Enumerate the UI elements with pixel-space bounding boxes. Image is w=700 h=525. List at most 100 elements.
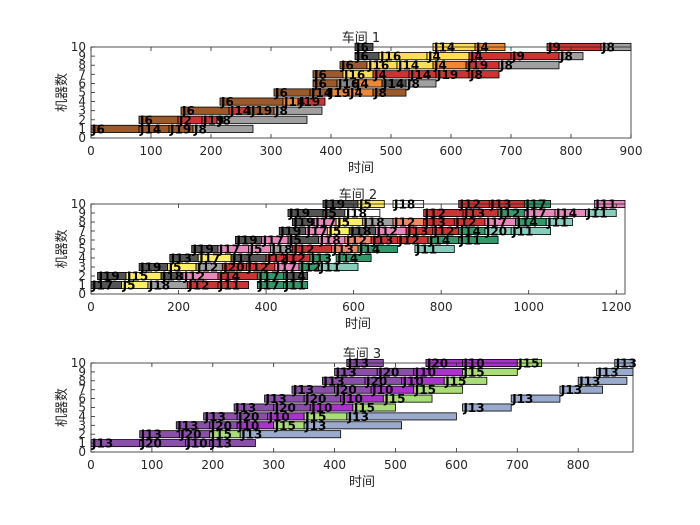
y-tick-label: 10	[71, 197, 86, 211]
y-tick-label: 4	[78, 409, 86, 423]
x-tick-label: 600	[342, 300, 365, 314]
gantt-bar	[462, 403, 512, 412]
y-tick-label: 10	[71, 356, 86, 370]
bar-label: J12	[266, 252, 288, 266]
x-tick-label: 800	[430, 300, 453, 314]
bar-label: J20	[140, 437, 162, 451]
bar-label: J5	[288, 234, 302, 248]
x-tick-label: 800	[567, 458, 590, 472]
x-tick-label: 500	[384, 458, 407, 472]
bar-label: J17	[305, 225, 327, 239]
bar-label: J12	[246, 261, 268, 275]
bar-label: J19	[323, 198, 345, 212]
bar-label: J14	[218, 270, 240, 284]
y-tick-label: 0	[78, 131, 86, 145]
bar-label: J13	[462, 401, 484, 415]
gantt-bar	[510, 226, 551, 235]
x-tick-label: 600	[445, 458, 468, 472]
bar-label: J8	[469, 68, 483, 82]
bar-label: J11	[594, 198, 616, 212]
chart-title: 车间 1	[342, 30, 380, 46]
bar-label: J6	[313, 68, 327, 82]
bar-label: J12	[393, 216, 415, 230]
bar-label: J14	[433, 41, 455, 55]
y-axis-label: 机器数	[55, 229, 70, 268]
bar-label: J16	[343, 68, 365, 82]
gantt-bar	[382, 394, 433, 403]
bar-label: J4	[373, 68, 387, 82]
bar-label: J8	[274, 104, 288, 118]
x-tick-label: 700	[506, 458, 529, 472]
bar-label: J10	[237, 419, 259, 433]
y-tick-label: 6	[78, 392, 86, 406]
y-tick-label: 9	[78, 206, 86, 220]
bar-label: J6	[139, 113, 153, 127]
bar-label: J4	[475, 41, 489, 55]
gantt-bar	[192, 124, 254, 133]
x-axis-label: 时间	[345, 317, 371, 332]
x-tick-label: 0	[87, 458, 95, 472]
bar-label: J12	[183, 270, 205, 284]
bar-label: J20	[365, 374, 387, 388]
bar-label: J14	[555, 207, 577, 221]
x-tick-label: 500	[380, 144, 403, 158]
bar-label: J14	[139, 122, 161, 136]
bar-label: J12	[345, 234, 367, 248]
y-tick-label: 7	[78, 224, 86, 238]
chart-title: 车间 2	[339, 187, 377, 203]
bar-label: J13	[210, 437, 232, 451]
bar-label: J13	[596, 365, 618, 379]
bar-label: J11	[319, 261, 341, 275]
y-tick-label: 6	[78, 233, 86, 247]
bar-label: J8	[217, 113, 231, 127]
bar-label: J10	[414, 365, 436, 379]
y-tick-label: 1	[78, 436, 86, 450]
y-tick-label: 7	[78, 383, 86, 397]
bar-label: J15	[274, 419, 296, 433]
bar-label: J2	[178, 113, 192, 127]
bar-label: J5	[249, 243, 263, 257]
x-tick-label: 200	[167, 300, 190, 314]
bar-label: J13	[292, 383, 314, 397]
bar-label: J20	[485, 225, 507, 239]
bar-label: J15	[210, 428, 232, 442]
bar-label: J6	[355, 41, 369, 55]
bar-label: J14	[283, 95, 305, 109]
bar-label: J10	[268, 410, 290, 424]
y-tick-label: 8	[78, 58, 86, 72]
gantt-bar	[346, 412, 457, 421]
bar-label: J13	[140, 428, 162, 442]
x-axis-label: 时间	[349, 475, 375, 490]
bar-label: J13	[463, 207, 485, 221]
gantt-bar	[414, 244, 455, 253]
bar-label: J17	[524, 207, 546, 221]
bar-label: J12	[459, 198, 481, 212]
bar-label: J12	[432, 225, 454, 239]
gantt-bar	[510, 394, 561, 403]
y-tick-label: 3	[78, 104, 86, 118]
bar-label: J15	[383, 392, 405, 406]
y-tick-label: 4	[78, 251, 86, 265]
bar-label: J11	[231, 252, 253, 266]
bar-label: J4	[349, 86, 363, 100]
x-axis-label: 时间	[348, 161, 374, 176]
bar-label: J18	[349, 225, 371, 239]
bar-label: J13	[347, 357, 369, 371]
bar-label: J20	[237, 410, 259, 424]
y-axis-label: 机器数	[55, 388, 70, 427]
bar-label: J18	[345, 207, 367, 221]
gantt-bar	[458, 235, 499, 244]
bar-label: J20	[222, 261, 244, 275]
bar-label: J15	[126, 270, 148, 284]
bar-label: J11	[218, 279, 240, 293]
x-tick-label: 200	[201, 458, 224, 472]
y-tick-label: 3	[78, 260, 86, 274]
bar-label: J13	[560, 383, 582, 397]
bar-label: J15	[444, 374, 466, 388]
bar-label: J17	[275, 261, 297, 275]
x-tick-label: 400	[323, 458, 346, 472]
bar-label: J19	[436, 68, 458, 82]
y-tick-label: 2	[78, 427, 86, 441]
gantt-bar	[209, 439, 256, 448]
